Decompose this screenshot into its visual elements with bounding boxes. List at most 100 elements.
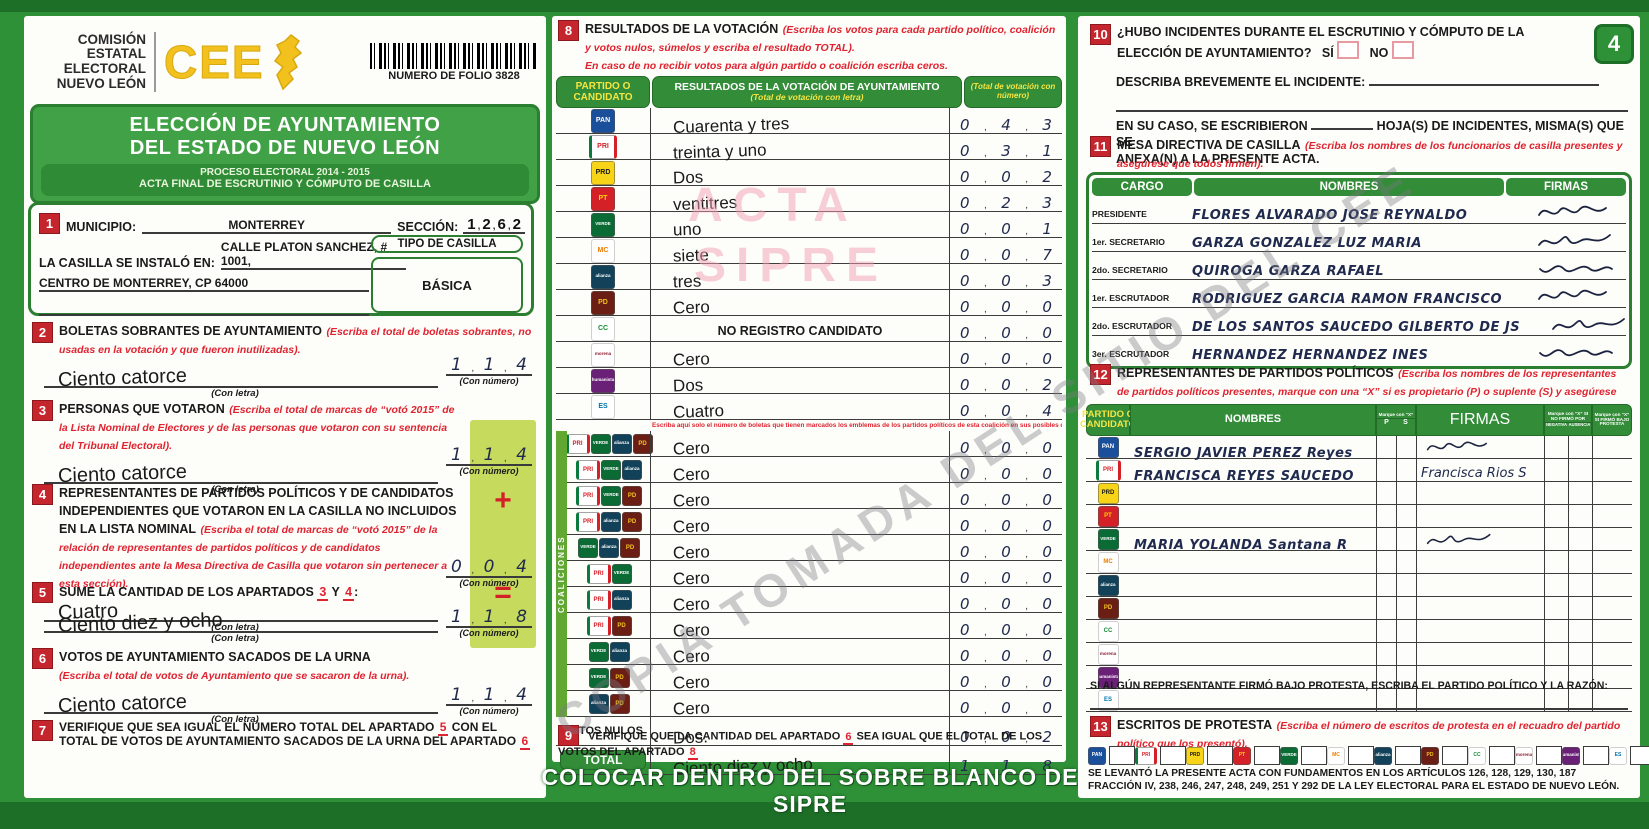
- votes-number-cell: 0, 0, 0: [949, 316, 1062, 341]
- propietario-checkbox-cell: [1376, 551, 1396, 573]
- suplente-checkbox-cell: [1396, 574, 1416, 596]
- propietario-checkbox-cell: [1376, 597, 1396, 619]
- suplente-checkbox-cell: [1396, 620, 1416, 642]
- cargo-label: PRESIDENTE: [1092, 209, 1147, 219]
- digit: 1: [483, 607, 495, 627]
- middle-panel: 8 RESULTADOS DE LA VOTACIÓN (Escriba los…: [552, 16, 1066, 778]
- digit-tick: ,: [983, 445, 987, 456]
- protesta-count-box: [1207, 746, 1233, 765]
- pri-logo: PRI: [565, 433, 590, 454]
- funcionario-nombre: RODRIGUEZ GARCIA RAMON FRANCISCO: [1192, 291, 1506, 307]
- representantes-table-header: PARTIDO O CANDIDATO NOMBRES Marque con “…: [1080, 404, 1632, 436]
- digit: 0: [1001, 298, 1011, 316]
- digit-tick: ,: [983, 523, 987, 534]
- digit: 2: [482, 216, 491, 233]
- pd-logo: PD: [591, 290, 615, 315]
- verde-logo: VERDE: [590, 433, 611, 454]
- digit-tick: ,: [983, 148, 987, 159]
- votes-number-cell: 0, 0, 2: [949, 160, 1062, 185]
- votes-words-cell: siete: [650, 238, 949, 266]
- digit: 0: [1042, 569, 1052, 587]
- votes-number-cell: 0, 0, 0: [949, 290, 1062, 315]
- party-cell: morena: [556, 342, 650, 367]
- suplente-checkbox-cell: [1396, 597, 1416, 619]
- votes-number-cell: 0, 0, 0: [949, 665, 1062, 690]
- tipo-casilla-label: TIPO DE CASILLA: [371, 235, 523, 253]
- representante-nombre: [1130, 551, 1376, 573]
- digit-tick: ,: [983, 734, 987, 745]
- digit: 0: [1001, 465, 1011, 483]
- protesta-note: SI ALGÚN REPRESENTANTE FIRMÓ BAJO PROTES…: [1090, 680, 1608, 692]
- alianza-logo: alianza: [1374, 746, 1392, 765]
- propietario-checkbox-cell: [1376, 436, 1396, 458]
- coalition-combo-cell: PRI VERDE alianza: [556, 457, 650, 482]
- suplente-checkbox-cell: [1396, 643, 1416, 665]
- alianza-logo: alianza: [601, 511, 621, 532]
- representante-nombre-text: FRANCISCA REYES SAUCEDO: [1134, 469, 1354, 484]
- representante-nombre: [1130, 482, 1376, 504]
- protesta-cell: [1592, 436, 1632, 458]
- digit: 0: [960, 621, 970, 639]
- section-9-text: VERIFIQUE QUE LA CANTIDAD DEL APARTADO: [588, 730, 841, 743]
- funcionario-nombre: HERNANDEZ HERNANDEZ INES: [1192, 347, 1506, 363]
- section-2-instruction: (Escriba el total de boletas sobrantes, …: [59, 326, 532, 356]
- con-letra-label: (Con letra): [211, 714, 259, 725]
- digit: 8: [1042, 757, 1052, 775]
- propietario-checkbox-cell: [1376, 505, 1396, 527]
- votes-number-cell: 0, 0, 0: [949, 561, 1062, 586]
- results-row-pri: PRI treinta y uno 0, 3, 1: [556, 134, 1062, 163]
- digit-tick: ,: [1025, 705, 1028, 716]
- digit-tick: ,: [983, 278, 987, 289]
- signature: [1538, 289, 1607, 300]
- results-row-pt: PT ventitres 0, 2, 3: [556, 186, 1062, 214]
- con-numero-label: (Con número): [459, 578, 519, 588]
- folio-number: NUMERO DE FOLIO 3828: [388, 69, 520, 82]
- protesta-pair-mc: MC: [1327, 746, 1374, 765]
- votes-words-cell: Cero: [650, 535, 949, 563]
- ausencia-cell: [1568, 620, 1592, 642]
- section-5-suma: 5 SUME LA CANTIDAD DE LOS APARTADOS 3 Y …: [32, 582, 538, 644]
- funcionario-nombre-text: HERNANDEZ HERNANDEZ INES: [1192, 348, 1429, 363]
- digit: 0: [960, 246, 970, 264]
- total-numero: 1, 1, 8: [949, 746, 1062, 774]
- digit-tick: ,: [503, 693, 507, 704]
- verde-logo: VERDE: [1097, 528, 1119, 550]
- propietario-checkbox-cell: [1376, 620, 1396, 642]
- si-label: SÍ: [1321, 45, 1334, 60]
- alianza-logo: alianza: [611, 589, 632, 610]
- protesta-count-box: [1109, 746, 1135, 765]
- votos-nulos-numero: 0, 0, 2: [949, 717, 1062, 745]
- digit: 0: [960, 376, 970, 394]
- hojas-blank: [1311, 116, 1374, 130]
- representante-row-es: ES: [1086, 689, 1632, 712]
- cargo-label: 2do. ESCRUTADOR: [1092, 321, 1173, 331]
- incidentes-question-line1: ¿HUBO INCIDENTES DURANTE EL ESCRUTINIO Y…: [1117, 25, 1525, 39]
- incidente-blank-line: [1368, 72, 1599, 86]
- coalition-combo-cell: VERDE alianza: [556, 639, 650, 664]
- ausencia-cell: [1568, 459, 1592, 481]
- total-row: TOTAL Ciento diez y ocho 1,1,8: [556, 746, 1062, 778]
- representantes-numero: 0, 0, 4 (Con número): [446, 552, 532, 588]
- party-cell: PRI: [556, 134, 650, 159]
- pt-logo: PT: [1097, 505, 1119, 527]
- section-4-instruction: (Escriba el total de marcas de “votó 201…: [59, 524, 448, 590]
- section-6-title: VOTOS DE AYUNTAMIENTO SACADOS DE LA URNA: [59, 650, 371, 664]
- digit-tick: ,: [1025, 174, 1028, 185]
- digit: 2: [512, 216, 521, 233]
- digit-tick: ,: [983, 408, 987, 419]
- ausencia-cell: [1568, 528, 1592, 550]
- digit: 0: [1001, 543, 1011, 561]
- coalition-row-verde-pd: VERDE PD Cero 0, 0, 0: [556, 665, 1062, 693]
- coalition-row-pri-verde: PRI VERDE Cero 0, 0, 0: [556, 561, 1062, 589]
- digit: 0: [960, 491, 970, 509]
- firma-cell: [1416, 436, 1544, 458]
- digit: 1: [1042, 220, 1052, 238]
- pd-logo: PD: [1421, 746, 1439, 765]
- results-row-alianza: alianza tres 0, 0, 3: [556, 264, 1062, 291]
- digit: 0: [1042, 324, 1052, 342]
- digit: 1: [483, 445, 495, 465]
- con-numero-label: (Con número): [459, 628, 519, 638]
- digit: 1: [451, 445, 462, 465]
- election-title-line2: DEL ESTADO DE NUEVO LEÓN: [129, 137, 441, 159]
- verde-logo: VERDE: [1280, 746, 1298, 765]
